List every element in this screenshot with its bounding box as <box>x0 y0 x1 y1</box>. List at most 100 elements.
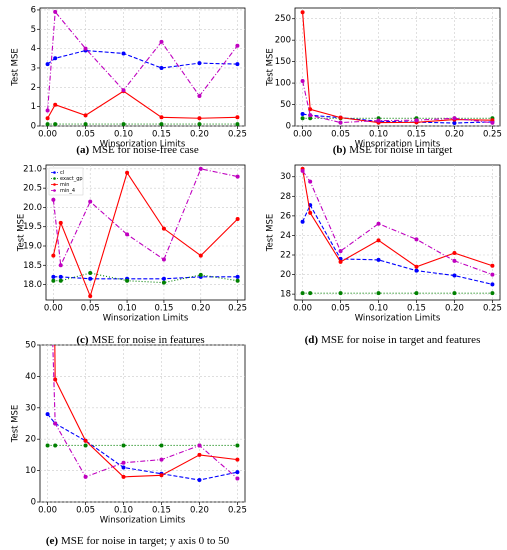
panel: 0 50 100 150 200 250 0.00 0.05 0.10 0.15 0.20 0.25 W… <box>266 7 502 156</box>
point <box>452 120 457 125</box>
x-tick-label: 0.25 <box>228 304 247 314</box>
point <box>235 43 240 48</box>
point <box>45 122 50 126</box>
x-tick-label: 0.20 <box>190 506 209 516</box>
y-tick-label: 28 <box>280 192 291 202</box>
y-tick-label: 5 <box>31 25 36 35</box>
point <box>308 116 313 121</box>
x-tick-label: 0.00 <box>293 304 312 314</box>
legend-marker <box>53 177 56 180</box>
point <box>235 470 240 475</box>
plot-area <box>294 7 501 127</box>
point <box>198 253 203 258</box>
point <box>125 170 130 175</box>
point <box>83 122 88 126</box>
series-group <box>300 166 495 296</box>
x-tick-label: 0.05 <box>331 130 350 140</box>
series-group <box>51 166 240 299</box>
point <box>235 115 240 120</box>
y-tick-label: 0 <box>286 122 291 132</box>
point <box>53 421 58 426</box>
series-group <box>300 10 495 125</box>
point <box>308 179 313 184</box>
legend-label: min <box>60 182 69 188</box>
point <box>308 210 313 215</box>
point <box>235 174 240 179</box>
caption-text: MSE for noise in target <box>349 144 452 156</box>
point <box>159 39 164 44</box>
point <box>58 263 63 268</box>
x-tick-label: 0.15 <box>407 304 426 314</box>
point <box>235 274 240 279</box>
panel: 0 1 2 3 4 5 6 0.00 0.05 0.10 0.15 0.20 0.25 Winsoriza… <box>11 5 247 155</box>
y-tick-label: 20 <box>25 435 36 445</box>
x-tick-label: 0.25 <box>483 130 502 140</box>
caption-text: MSE for noise in features <box>92 334 205 346</box>
point <box>338 120 343 125</box>
y-tick-label: 18.5 <box>23 261 42 271</box>
caption: (a) MSE for noise-free case <box>76 144 199 156</box>
series-group <box>45 9 240 126</box>
point <box>338 259 343 264</box>
x-tick-label: 0.05 <box>331 304 350 314</box>
point <box>338 291 343 296</box>
point <box>197 94 202 99</box>
point <box>490 291 495 296</box>
legend-marker <box>53 183 56 186</box>
point <box>300 78 305 83</box>
point <box>490 272 495 277</box>
caption-label: (b) <box>333 144 347 156</box>
point <box>300 291 305 296</box>
x-tick-label: 0.20 <box>445 304 464 314</box>
x-tick-label: 0.05 <box>76 130 95 140</box>
point <box>376 238 381 243</box>
point <box>235 278 240 283</box>
point <box>300 10 305 15</box>
point <box>88 199 93 204</box>
legend-marker <box>53 189 56 192</box>
panel: 18.0 18.5 19.0 19.5 20.0 20.5 21.0 0.00 0.05 0.10… <box>17 164 248 345</box>
point <box>300 111 305 116</box>
point <box>308 113 313 118</box>
point <box>197 122 202 126</box>
x-axis-label: Winsorization Limits <box>100 516 186 526</box>
point <box>45 443 50 448</box>
point <box>45 412 50 417</box>
point <box>83 113 88 118</box>
point <box>161 226 166 231</box>
x-tick-label: 0.20 <box>445 130 464 140</box>
point <box>121 88 126 93</box>
y-tick-label: 150 <box>275 57 291 67</box>
point <box>300 219 305 224</box>
y-tick-label: 3 <box>31 63 36 73</box>
point <box>45 108 50 113</box>
y-tick-label: 2 <box>31 83 36 93</box>
x-tick-label: 0.20 <box>190 130 209 140</box>
y-tick-label: 26 <box>280 211 291 221</box>
point <box>197 478 202 483</box>
point <box>88 271 93 275</box>
y-axis-label: Test MSE <box>266 48 276 87</box>
point <box>235 122 240 126</box>
y-tick-label: 0 <box>31 498 36 508</box>
point <box>490 282 495 287</box>
y-tick-label: 30 <box>25 403 36 413</box>
point <box>159 473 164 478</box>
point <box>121 51 126 56</box>
y-tick-label: 50 <box>280 100 291 110</box>
caption-text: MSE for noise in target and features <box>321 334 480 346</box>
point <box>338 249 343 254</box>
caption-text: MSE for noise-free case <box>92 144 199 156</box>
x-tick-label: 0.25 <box>228 506 247 516</box>
point <box>197 61 202 66</box>
y-axis-label: Test MSE <box>11 405 21 444</box>
x-tick-label: 0.10 <box>369 304 388 314</box>
caption: (d) MSE for noise in target and features <box>305 334 481 346</box>
panel: 0 10 20 30 40 50 0.00 0.05 0.10 0.15 0.20 0.25 Winso… <box>11 341 247 547</box>
y-tick-label: 200 <box>275 36 291 46</box>
x-tick-label: 0.15 <box>152 506 171 516</box>
legend-label: cl <box>60 170 64 176</box>
point <box>83 443 88 448</box>
x-tick-label: 0.05 <box>81 304 100 314</box>
panel: 18 20 22 24 26 28 30 0.00 0.05 0.10 0.15 0.20 0.25 Wi… <box>266 164 502 346</box>
